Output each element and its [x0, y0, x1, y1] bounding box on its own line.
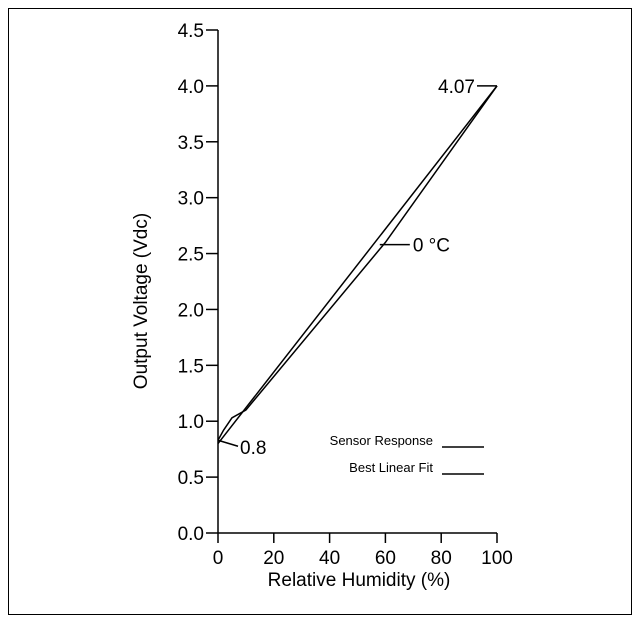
- x-tick-label: 0: [213, 548, 224, 569]
- axes: [217, 30, 497, 534]
- annotation-leader: [217, 439, 239, 447]
- y-tick-label: 3.0: [178, 189, 204, 210]
- ticks: 0.0 0.5 1.0 1.5 2.0 2.5 3.0 3.5 4.0 4.5 0 20 40 60 80 1…: [178, 21, 513, 569]
- annotation-label: 0.8: [240, 438, 266, 459]
- x-tick-label: 40: [319, 548, 340, 569]
- x-tick-label: 60: [375, 548, 396, 569]
- annotation-label: 0 °C: [413, 236, 450, 257]
- y-tick-label: 1.5: [178, 356, 204, 377]
- y-tick-label: 4.0: [178, 77, 204, 98]
- y-tick-label: 2.5: [178, 245, 204, 266]
- series-line-best-linear-fit: [217, 85, 498, 445]
- annotation-label: 4.07: [438, 77, 475, 98]
- legend-entry-label: Sensor Response: [330, 433, 433, 448]
- y-tick-label: 1.0: [178, 412, 204, 433]
- x-axis-title: Relative Humidity (%): [268, 570, 451, 591]
- series-line-sensor-response: [217, 85, 498, 441]
- chart-frame: 0.0 0.5 1.0 1.5 2.0 2.5 3.0 3.5 4.0 4.5 0 20 40 60 80 1…: [8, 8, 632, 615]
- x-tick-label: 20: [263, 548, 284, 569]
- x-tick-label: 100: [481, 548, 513, 569]
- y-tick-label: 2.0: [178, 300, 204, 321]
- y-tick-label: 3.5: [178, 133, 204, 154]
- legend-entry-label: Best Linear Fit: [349, 460, 433, 475]
- series: [217, 85, 498, 445]
- y-axis-title: Output Voltage (Vdc): [131, 213, 152, 389]
- y-tick-label: 4.5: [178, 21, 204, 42]
- y-tick-label: 0.0: [178, 524, 204, 545]
- y-tick-label: 0.5: [178, 468, 204, 489]
- x-tick-label: 80: [431, 548, 452, 569]
- annotations: 4.07 0 °C 0.8: [217, 77, 497, 459]
- legend: Sensor Response Best Linear Fit: [330, 433, 484, 475]
